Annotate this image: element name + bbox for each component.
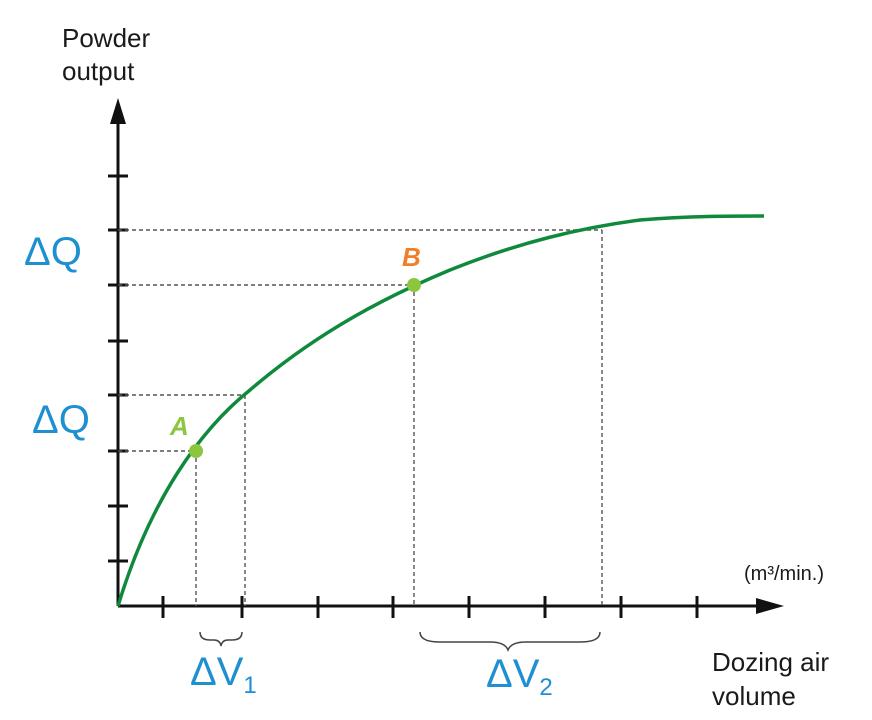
point-b-label: B bbox=[402, 242, 421, 272]
delta-v2-subscript: 2 bbox=[539, 674, 553, 701]
point-a-label: A bbox=[170, 411, 189, 441]
delta-v1-label: ΔV1 bbox=[190, 650, 257, 700]
y-axis-label: Powder output bbox=[62, 22, 150, 88]
delta-q-lower-label: ΔQ bbox=[32, 398, 90, 442]
delta-v1-subscript: 1 bbox=[243, 672, 257, 699]
x-axis-arrow bbox=[756, 598, 784, 614]
delta-v1-text: ΔV bbox=[190, 650, 244, 694]
delta-v2-brace bbox=[419, 631, 601, 653]
series-curve bbox=[116, 214, 765, 607]
x-axis-label-line1: Dozing air bbox=[712, 647, 830, 677]
point-a-marker bbox=[189, 444, 203, 458]
y-axis-arrow bbox=[110, 98, 126, 124]
x-axis-label-line2: volume bbox=[712, 681, 796, 711]
y-axis-label-line1: Powder bbox=[62, 23, 151, 53]
point-b-marker bbox=[407, 278, 421, 292]
x-ticks bbox=[161, 596, 699, 618]
x-axis-unit: (m³/min.) bbox=[744, 563, 824, 585]
x-axis-label: Dozing air volume bbox=[712, 645, 829, 713]
delta-v2-text: ΔV bbox=[486, 652, 540, 696]
delta-q-upper-label: ΔQ bbox=[24, 230, 82, 274]
delta-v1-brace bbox=[199, 631, 243, 647]
y-axis-label-line2: output bbox=[62, 56, 135, 86]
delta-v2-label: ΔV2 bbox=[486, 652, 553, 702]
